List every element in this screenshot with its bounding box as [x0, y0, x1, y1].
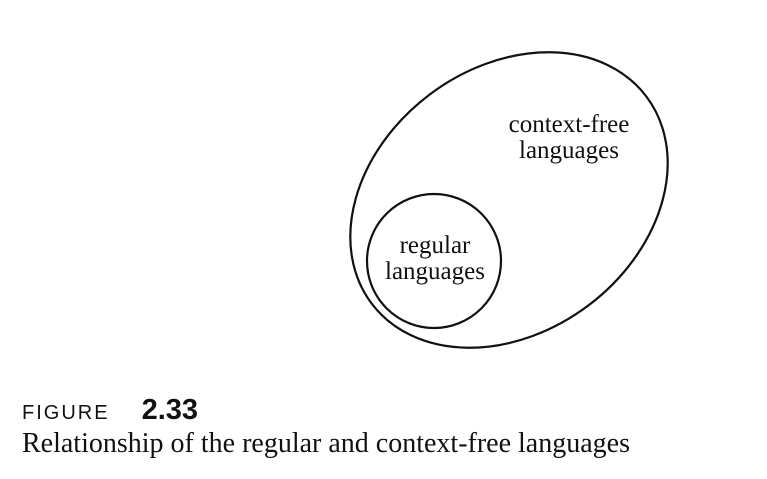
- regular-languages-set: [365, 192, 503, 330]
- figure-number: 2.33: [141, 394, 199, 426]
- venn-diagram: context-free languages regular languages: [349, 51, 669, 349]
- figure-word: FIGURE: [22, 402, 110, 424]
- context-free-languages-set: [349, 51, 669, 349]
- figure-label: FIGURE 2.33: [22, 394, 198, 427]
- regular-label-line-2: languages: [385, 258, 485, 285]
- figure-caption: Relationship of the regular and context-…: [22, 428, 630, 459]
- context-free-label-line-2: languages: [519, 137, 619, 164]
- regular-label-line-1: regular: [400, 232, 471, 259]
- context-free-label-line-1: context-free: [509, 111, 630, 138]
